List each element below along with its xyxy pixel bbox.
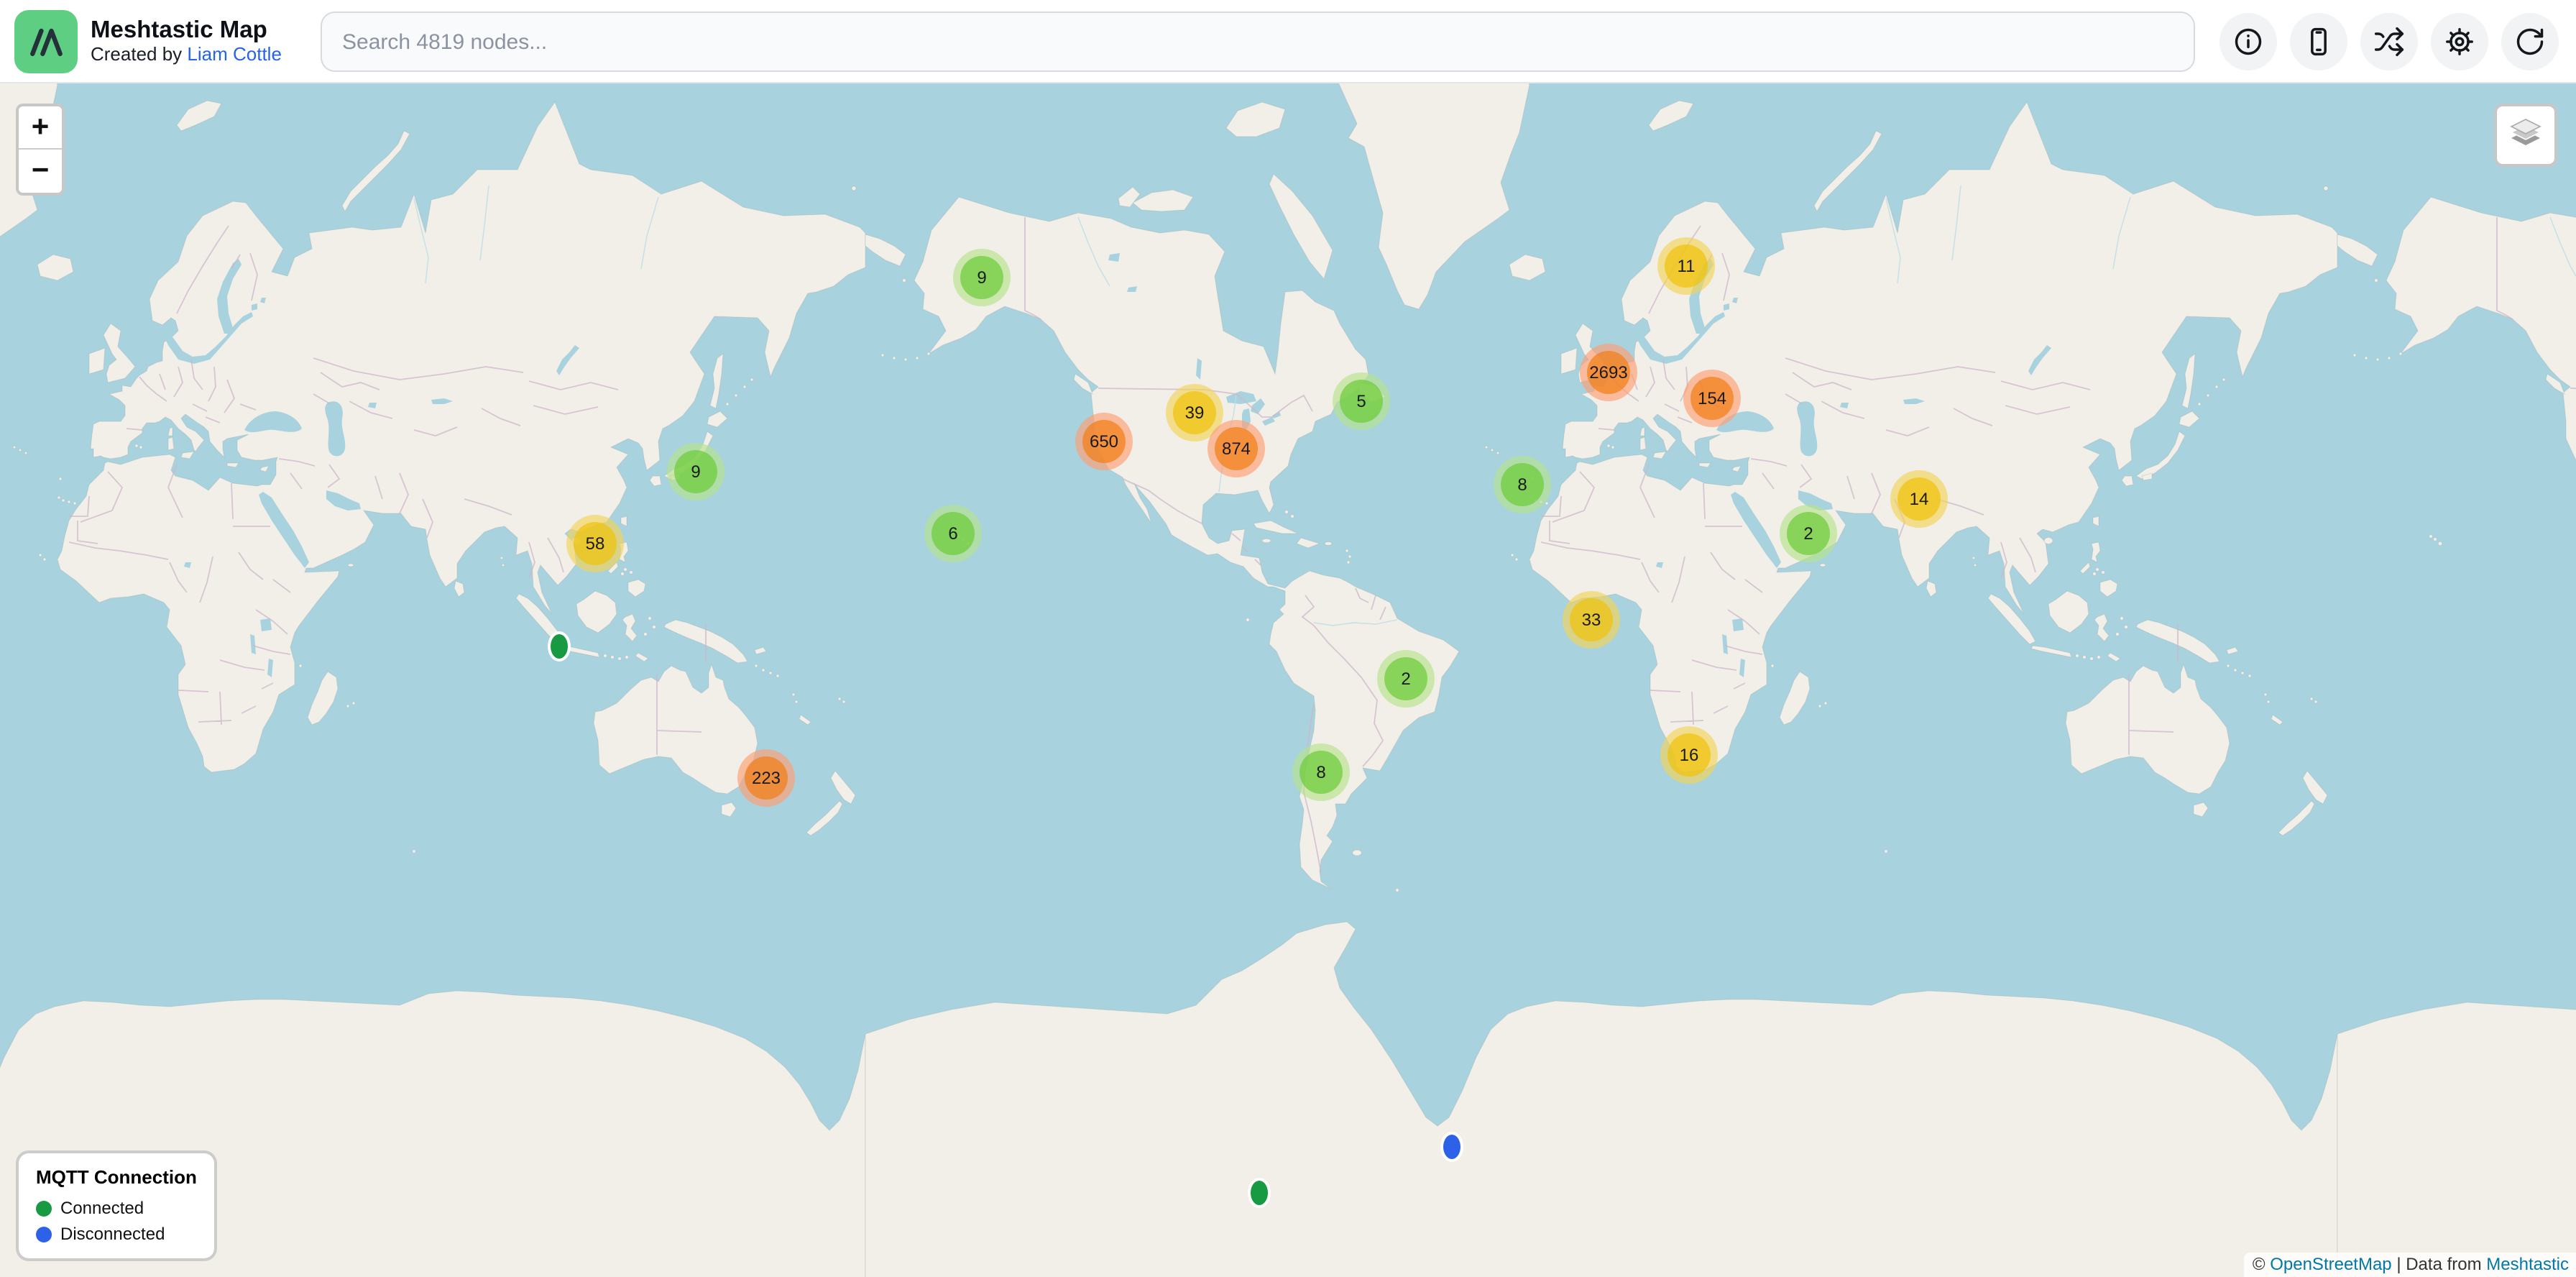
zoom-out-button[interactable]: −	[19, 150, 62, 193]
cluster-count: 223	[751, 768, 781, 788]
map-canvas[interactable]: 9 39 650 874 5 11 2693 154 9 58 6 8 2 14 33 2 8 16 223 + −…	[0, 83, 2576, 1277]
cluster-count: 2693	[1589, 362, 1628, 383]
brand-block: Meshtastic Map Created by Liam Cottle	[91, 17, 282, 65]
cluster-marker[interactable]: 650	[1075, 413, 1133, 470]
cluster-count: 5	[1356, 391, 1366, 411]
cluster-count: 2	[1803, 523, 1813, 544]
cluster-count: 154	[1697, 388, 1727, 408]
cluster-count: 2	[1401, 669, 1411, 689]
refresh-button[interactable]	[2501, 13, 2559, 70]
search-input[interactable]	[321, 12, 2195, 72]
gear-icon	[2446, 28, 2473, 55]
cluster-marker[interactable]: 2693	[1580, 344, 1637, 401]
refresh-icon	[2516, 28, 2544, 55]
cluster-marker[interactable]: 58	[566, 515, 624, 572]
legend-item-label: Connected	[60, 1198, 144, 1218]
legend-item-disconnected: Disconnected	[36, 1224, 197, 1244]
cluster-marker[interactable]: 2	[1377, 650, 1435, 708]
legend-item-label: Disconnected	[60, 1224, 165, 1244]
cluster-marker[interactable]: 9	[667, 443, 724, 500]
info-button[interactable]	[2220, 13, 2277, 70]
mqtt-legend: MQTT Connection Connected Disconnected	[16, 1150, 217, 1261]
cluster-count: 8	[1316, 762, 1326, 782]
cluster-marker[interactable]: 33	[1563, 591, 1620, 649]
settings-button[interactable]	[2431, 13, 2488, 70]
cluster-marker[interactable]: 8	[1292, 743, 1350, 801]
header-buttons	[2220, 13, 2559, 70]
subtitle-prefix: Created by	[91, 42, 188, 65]
cluster-count: 6	[948, 523, 958, 544]
meshtastic-logo-icon	[14, 9, 78, 73]
cluster-count: 11	[1677, 256, 1696, 276]
page-subtitle: Created by Liam Cottle	[91, 42, 282, 65]
attribution: © OpenStreetMap | Data from Meshtastic	[2243, 1253, 2576, 1277]
smartphone-icon	[2311, 27, 2327, 56]
cluster-marker[interactable]: 5	[1333, 372, 1390, 430]
cluster-count: 33	[1581, 610, 1601, 630]
cluster-count: 8	[1517, 475, 1527, 495]
shuffle-icon	[2374, 27, 2404, 57]
node-dot-marker-connected[interactable]	[1248, 1177, 1271, 1207]
cluster-count: 650	[1089, 431, 1119, 452]
layers-icon	[2510, 119, 2542, 145]
cluster-marker[interactable]: 11	[1657, 237, 1715, 295]
author-link[interactable]: Liam Cottle	[187, 42, 282, 65]
cluster-marker[interactable]: 8	[1494, 456, 1551, 513]
info-icon	[2235, 28, 2262, 55]
cluster-marker[interactable]: 154	[1683, 370, 1741, 427]
legend-title: MQTT Connection	[36, 1166, 197, 1188]
cluster-count: 14	[1909, 489, 1929, 509]
cluster-count: 16	[1679, 745, 1699, 765]
cluster-marker[interactable]: 14	[1890, 470, 1948, 528]
disconnected-dot-icon	[36, 1226, 52, 1242]
node-dot-marker-connected[interactable]	[548, 631, 571, 661]
cluster-count: 58	[585, 534, 605, 554]
zoom-control: + −	[16, 104, 65, 196]
cluster-marker[interactable]: 6	[924, 505, 982, 562]
cluster-count: 39	[1184, 403, 1205, 423]
header: Meshtastic Map Created by Liam Cottle	[0, 0, 2576, 83]
node-dot-marker-disconnected[interactable]	[1440, 1131, 1463, 1161]
mobile-app-button[interactable]	[2290, 13, 2347, 70]
world-map	[0, 83, 2576, 1277]
zoom-in-button[interactable]: +	[19, 106, 62, 150]
cluster-count: 874	[1221, 439, 1251, 459]
cluster-marker[interactable]: 874	[1208, 420, 1265, 477]
legend-item-connected: Connected	[36, 1198, 197, 1218]
random-node-button[interactable]	[2360, 13, 2418, 70]
openstreetmap-link[interactable]: OpenStreetMap	[2270, 1254, 2392, 1274]
cluster-marker[interactable]: 9	[953, 249, 1011, 306]
meshtastic-link[interactable]: Meshtastic	[2486, 1254, 2569, 1274]
cluster-marker[interactable]: 223	[737, 749, 795, 807]
cluster-count: 9	[691, 462, 701, 482]
layers-control[interactable]	[2494, 104, 2557, 167]
cluster-count: 9	[977, 267, 987, 288]
attribution-separator: | Data from	[2391, 1254, 2487, 1274]
cluster-marker[interactable]: 16	[1660, 726, 1718, 784]
cluster-marker[interactable]: 2	[1780, 505, 1837, 562]
connected-dot-icon	[36, 1200, 52, 1216]
page-title: Meshtastic Map	[91, 17, 267, 43]
attribution-copyright: ©	[2252, 1254, 2271, 1274]
